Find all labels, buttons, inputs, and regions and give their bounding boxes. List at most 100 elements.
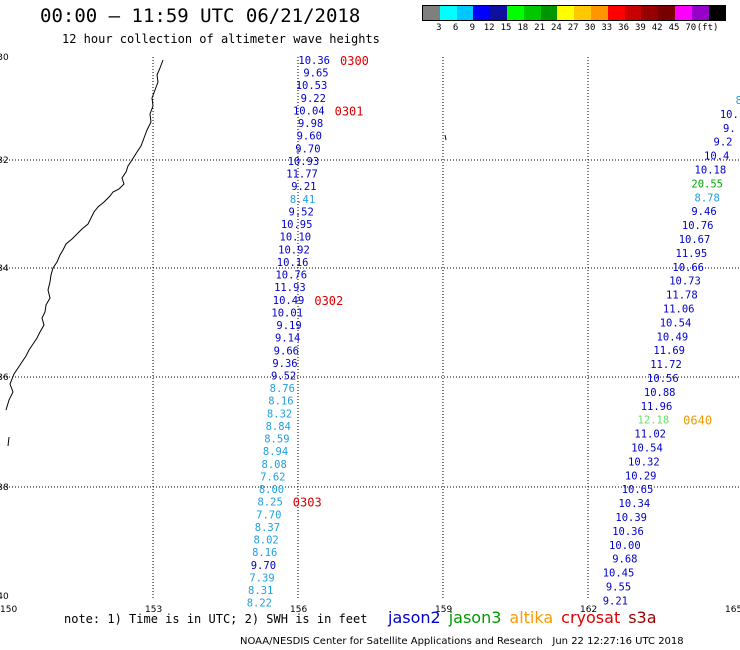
longitude-label: 156 — [290, 605, 307, 615]
longitude-label: 162 — [580, 605, 597, 615]
colorbar-swatch — [574, 6, 591, 20]
wave-height-value: 12.18 — [638, 415, 670, 427]
wave-height-value: 8.76 — [270, 383, 295, 395]
wave-height-value: 8.32 — [267, 408, 292, 420]
wave-height-value: 10.76 — [682, 220, 714, 232]
wave-height-value: 10.66 — [672, 262, 704, 274]
satellite-label: cryosat — [561, 608, 621, 627]
colorbar-swatch — [523, 6, 541, 20]
page-subtitle: 12 hour collection of altimeter wave hei… — [62, 32, 380, 46]
wave-height-value: 8.16 — [268, 396, 293, 408]
wave-height-value: 10.49 — [273, 295, 305, 307]
grid-lines — [0, 57, 740, 600]
colorbar-swatch — [658, 6, 675, 20]
colorbar-swatch — [490, 6, 507, 20]
colorbar-label: 12 — [483, 23, 495, 33]
colorbar-label: 3 — [436, 23, 442, 33]
wave-height-value: 10.73 — [669, 276, 701, 288]
wave-height-value: 9.14 — [275, 333, 300, 345]
wave-height-value: 10.04 — [293, 105, 325, 117]
longitude-label: 165 — [725, 605, 740, 615]
time-tag-label: 0640 — [683, 414, 712, 428]
colorbar-label: 15 — [500, 23, 512, 33]
colorbar-swatch — [423, 6, 440, 20]
colorbar-label: 21 — [534, 23, 546, 33]
time-tag-label: 0301 — [335, 104, 364, 118]
wave-height-value: 11.96 — [641, 401, 673, 413]
wave-height-value: 8.02 — [253, 535, 278, 547]
wave-height-value: 9.52 — [271, 371, 296, 383]
wave-height-value: 9.65 — [303, 68, 328, 80]
wave-height-value: 8.41 — [290, 194, 315, 206]
latitude-label: -40 — [0, 592, 9, 602]
wave-height-value: 9.21 — [291, 181, 316, 193]
wave-height-value: 8.78 — [695, 192, 720, 204]
wave-height-value: 8.08 — [262, 459, 287, 471]
wave-height-value: 9.22 — [301, 93, 326, 105]
latitude-label: -30 — [0, 53, 9, 63]
wave-height-value: 10.16 — [277, 257, 309, 269]
colorbar-label: 42 — [651, 23, 663, 33]
colorbar-label: 9 — [469, 23, 476, 33]
wave-height-value: 8.37 — [255, 522, 280, 534]
wave-height-value: 10.45 — [603, 568, 635, 580]
wave-height-value: 8.16 — [252, 547, 277, 559]
wave-height-value: 10. — [720, 109, 739, 121]
colorbar-labels: 3 6 9 12 15 18 21 24 27 30 33 36 39 42 45 70 (ft) — [422, 21, 726, 33]
wave-height-value: 8.31 — [248, 585, 273, 597]
longitude-labels: 150 153 156 159 162 165 — [0, 605, 740, 615]
wave-height-value: 11.06 — [663, 304, 695, 316]
wave-height-value: 8.94 — [263, 446, 288, 458]
latitude-label: -36 — [0, 373, 9, 383]
colorbar-label: 36 — [618, 23, 630, 33]
wave-height-value: 11.93 — [274, 282, 306, 294]
satellite-label: altika — [509, 608, 554, 627]
longitude-label: 159 — [435, 605, 452, 615]
wave-height-value: 10.92 — [278, 244, 310, 256]
wave-height-value: 9.52 — [289, 206, 314, 218]
wave-height-value: 10.01 — [271, 307, 303, 319]
colorbar-swatch — [456, 6, 474, 20]
wave-height-value: 10.39 — [615, 512, 647, 524]
colorbar-swatch — [473, 6, 491, 20]
wave-height-value: 8.59 — [264, 434, 289, 446]
wave-height-value: 8.84 — [266, 421, 291, 433]
colorbar-swatch — [708, 6, 726, 20]
wave-height-value: 10.29 — [625, 470, 657, 482]
colorbar-label: 6 — [452, 23, 459, 33]
wave-height-value: 10.95 — [281, 219, 313, 231]
wave-height-value: 10.56 — [647, 373, 679, 385]
wave-height-value: 10.32 — [628, 456, 660, 468]
wave-height-value: 10.49 — [657, 331, 689, 343]
wave-height-value: 11.95 — [676, 248, 708, 260]
wave-height-value: 9.46 — [691, 206, 716, 218]
wave-height-value: 10.54 — [660, 317, 692, 329]
wave-height-value: 10.65 — [622, 484, 654, 496]
latitude-labels: -30 -32 -34 -36 -38 -40 — [0, 53, 9, 602]
wave-height-value: 7.39 — [249, 572, 274, 584]
satellite-label: s3a — [628, 608, 657, 627]
australia-coastline — [5, 59, 164, 411]
colorbar-swatch — [641, 6, 659, 20]
time-tag-label: 0302 — [314, 294, 343, 308]
wave-height-value: 8 — [736, 95, 740, 107]
time-tag-label: 0300 — [340, 54, 369, 68]
wave-height-value: 11.72 — [650, 359, 682, 371]
wave-height-value: 9.66 — [274, 345, 299, 357]
wave-height-value: 10.4 — [704, 151, 729, 163]
time-tag-label: 0303 — [293, 496, 322, 510]
wave-height-value: 9.55 — [606, 582, 631, 594]
satellite-legend: jason2 jason3 altika cryosat s3a — [388, 608, 665, 627]
wave-height-value: 11.78 — [666, 290, 698, 302]
wave-height-value: 9.19 — [276, 320, 301, 332]
wave-height-value: 10.36 — [612, 526, 644, 538]
wave-height-value: 8.25 — [257, 497, 282, 509]
colorbar-swatch — [506, 6, 524, 20]
altimeter-tracks: 10.369.6510.539.2210.049.989.609.7010.93… — [247, 54, 740, 610]
satellite-label: jason2 — [388, 608, 441, 627]
wave-height-value: 10.00 — [609, 540, 641, 552]
wave-height-value: 10.36 — [298, 55, 330, 67]
colorbar-swatch — [557, 6, 575, 20]
longitude-label: 153 — [145, 605, 162, 615]
